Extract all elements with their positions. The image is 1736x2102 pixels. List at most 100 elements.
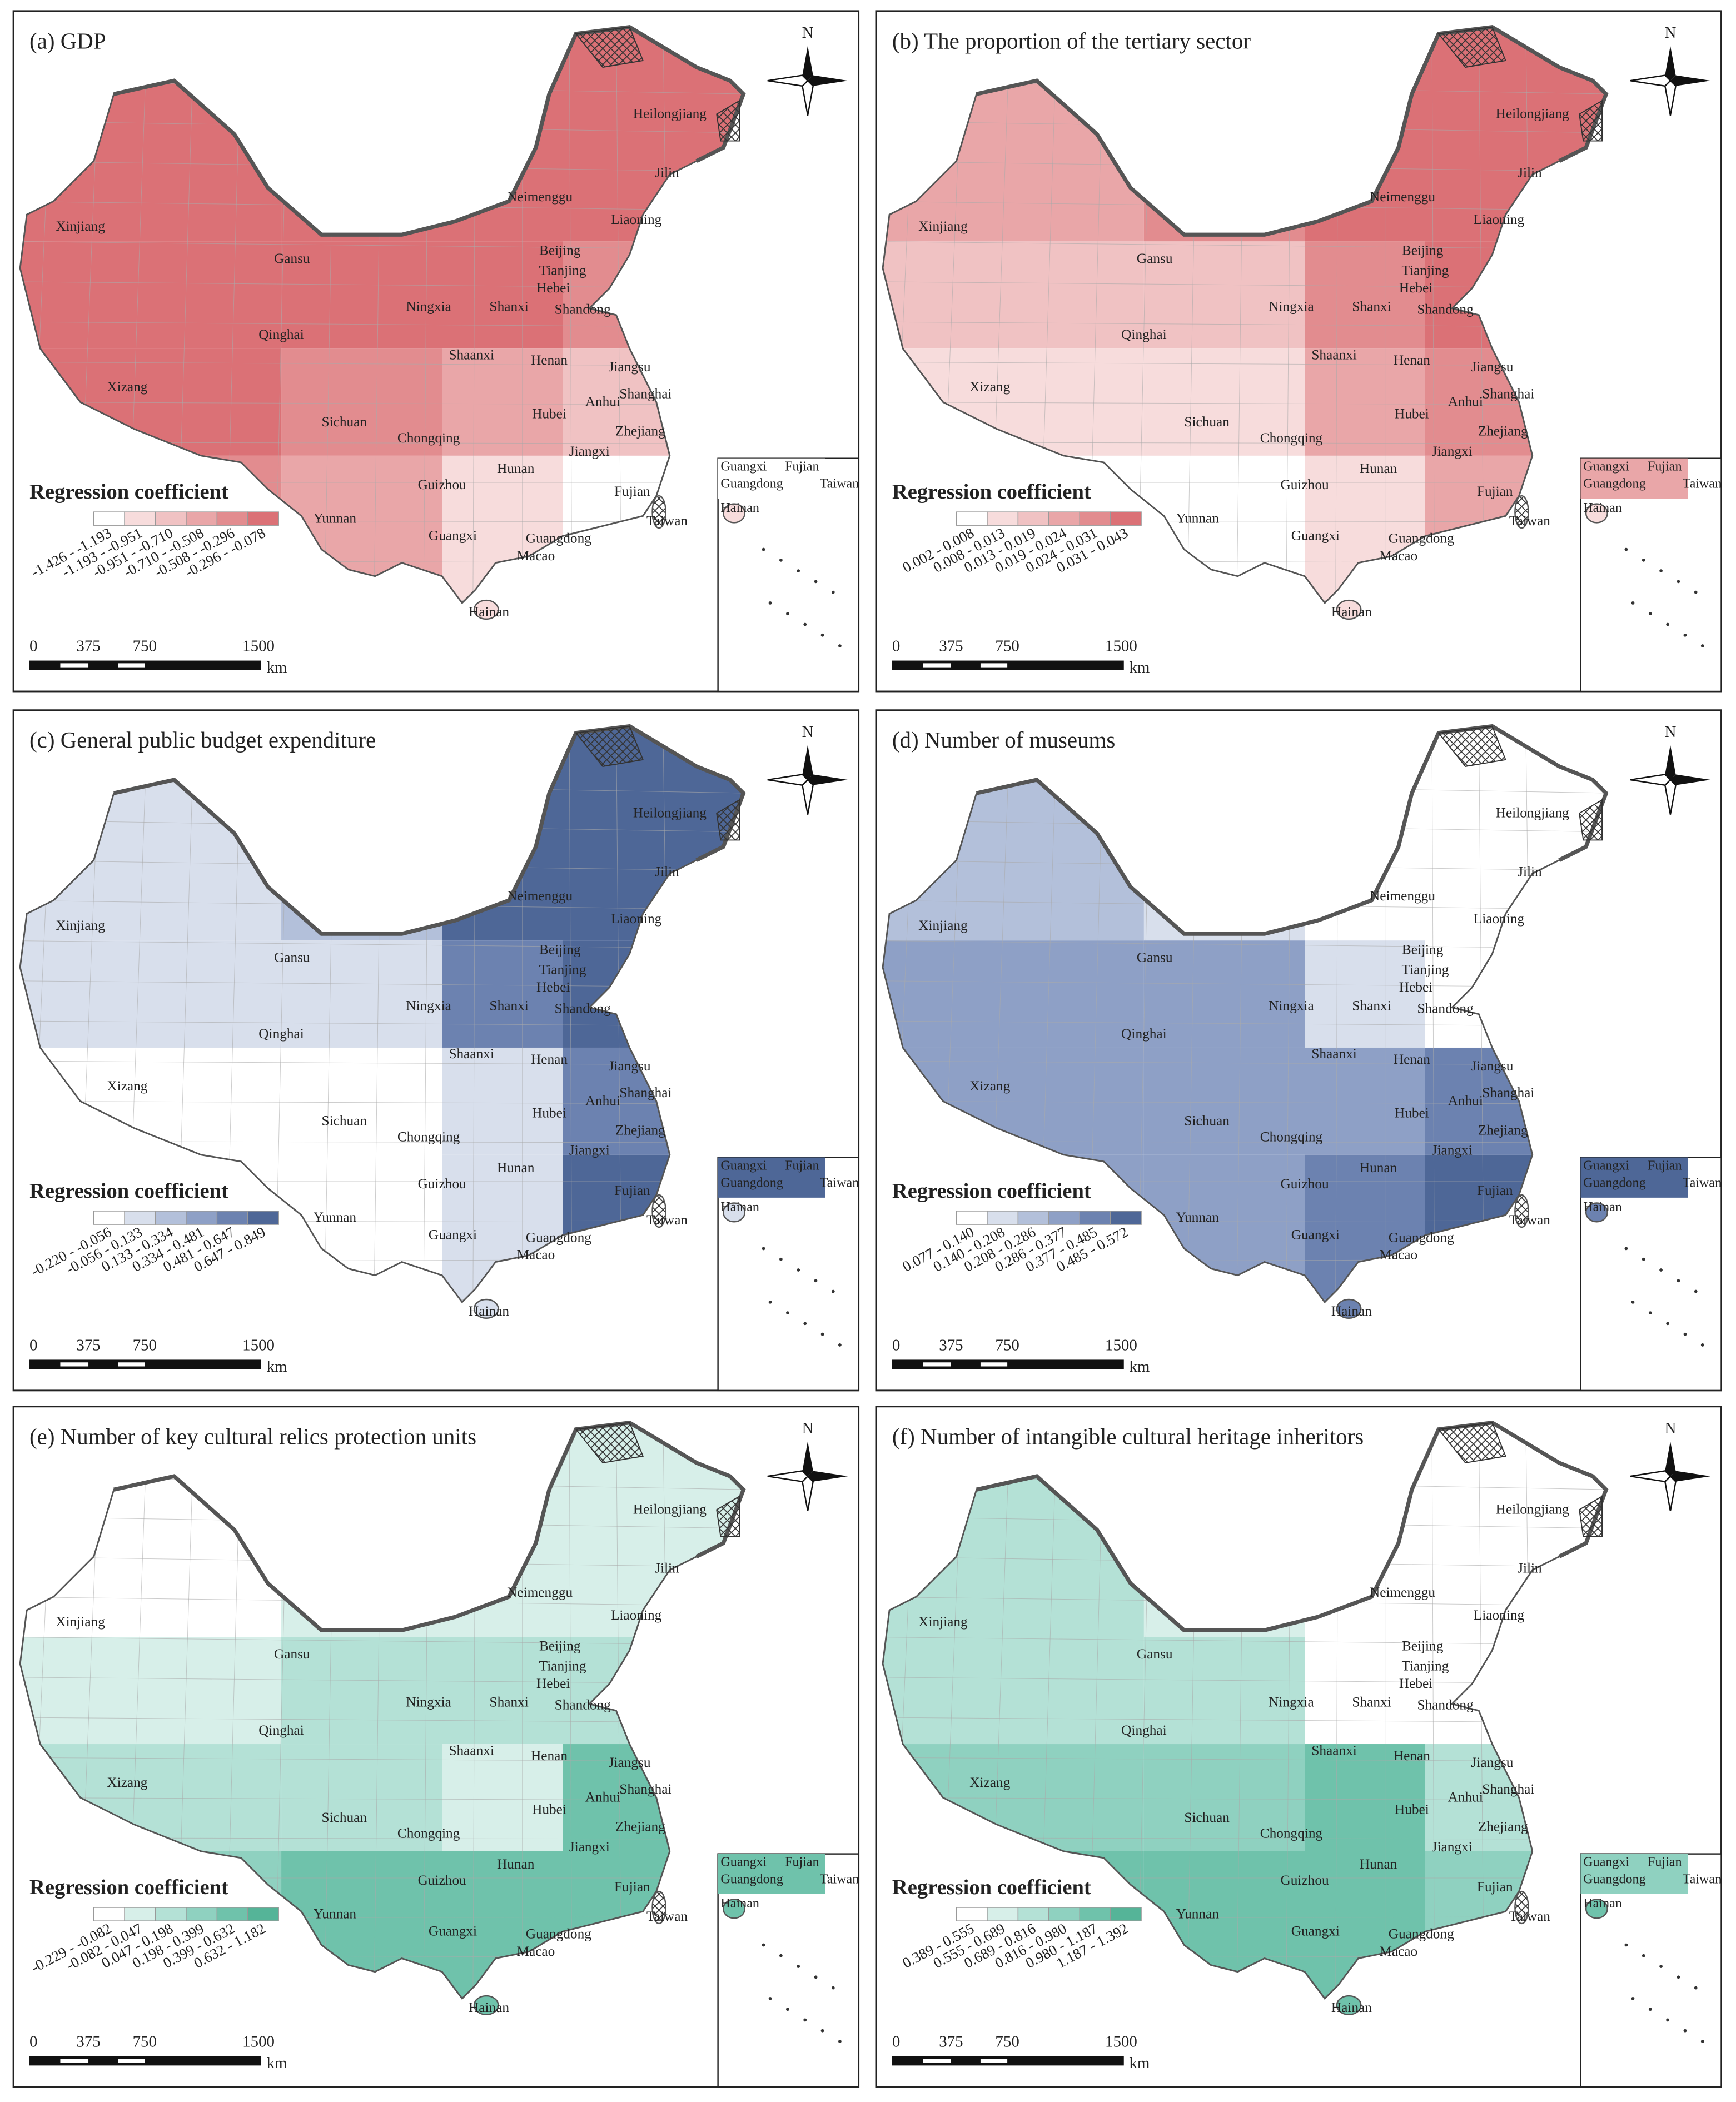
inset-island bbox=[1666, 622, 1669, 626]
map-panel: Heilongjiang Jilin Liaoning Neimenggu Xinjia… bbox=[12, 1406, 860, 2088]
legend-swatch bbox=[155, 1211, 187, 1225]
scale-bar-seg bbox=[60, 2059, 89, 2063]
province-label: Xizang bbox=[107, 379, 147, 395]
inset-island bbox=[820, 2029, 824, 2033]
legend-title: Regression coefficient bbox=[29, 480, 228, 504]
inset-island bbox=[1631, 1996, 1635, 2000]
region bbox=[1305, 241, 1425, 349]
inset-island bbox=[1659, 1268, 1663, 1272]
province-label: Anhui bbox=[585, 394, 620, 410]
inset-land bbox=[1580, 1854, 1688, 1894]
province-label: Xizang bbox=[969, 379, 1010, 395]
inset-island bbox=[1683, 2029, 1687, 2033]
province-label: Yunnan bbox=[1176, 510, 1220, 526]
inset-label: Fujian bbox=[785, 1158, 819, 1173]
province-label: Beijing bbox=[1402, 242, 1444, 258]
legend-swatch bbox=[93, 1907, 125, 1921]
hainan bbox=[473, 599, 499, 620]
north-label: N bbox=[802, 723, 814, 741]
legend-swatch bbox=[1110, 1211, 1142, 1225]
panel-title: (e) Number of key cultural relics protec… bbox=[29, 1423, 476, 1449]
north-arrow bbox=[1665, 745, 1676, 780]
province-label: Guizhou bbox=[1281, 1176, 1329, 1192]
inset-label: Guangxi bbox=[1583, 1158, 1629, 1173]
legend-swatch bbox=[216, 511, 248, 526]
boundary bbox=[1431, 726, 1435, 1302]
map-panel: Heilongjiang Jilin Liaoning Neimenggu Xinjia… bbox=[875, 1406, 1722, 2088]
province-label: Beijing bbox=[539, 942, 581, 957]
province-label: Jilin bbox=[655, 1561, 679, 1576]
map-panel: Heilongjiang Jilin Liaoning Neimenggu Xinjia… bbox=[875, 10, 1722, 693]
border-north bbox=[113, 724, 746, 936]
inset-hainan bbox=[723, 1899, 746, 1919]
province-label: Qinghai bbox=[1121, 1722, 1167, 1738]
inset-island bbox=[814, 1279, 818, 1283]
inset-land bbox=[718, 1854, 825, 1894]
north-arrow bbox=[1670, 774, 1711, 785]
inset-island bbox=[1666, 1322, 1669, 1326]
province-label: Xinjiang bbox=[56, 1614, 105, 1630]
scale-label: 375 bbox=[939, 637, 963, 655]
province-label: Heilongjiang bbox=[1496, 805, 1569, 821]
taiwan bbox=[651, 1194, 666, 1228]
scale-label: 375 bbox=[939, 2033, 963, 2051]
province-label: Guangxi bbox=[1291, 528, 1340, 544]
inset-hainan bbox=[1585, 503, 1608, 524]
province-label: Jiangxi bbox=[1432, 1143, 1473, 1158]
province-label: Tianjing bbox=[1402, 1658, 1449, 1673]
legend-swatch bbox=[93, 1211, 125, 1225]
border-north bbox=[976, 724, 1609, 936]
province-label: Beijing bbox=[1402, 942, 1444, 957]
legend-swatch bbox=[956, 1907, 988, 1921]
province-label: Ningxia bbox=[1269, 299, 1314, 315]
region bbox=[883, 1637, 1144, 1745]
inset-hainan bbox=[723, 503, 746, 524]
panel-title: (d) Number of museums bbox=[892, 727, 1116, 753]
province-label: Shandong bbox=[1417, 301, 1474, 317]
province-label: Shanxi bbox=[1352, 299, 1391, 315]
inset-island bbox=[820, 1332, 824, 1336]
region bbox=[442, 1047, 563, 1155]
province-label: Guangdong bbox=[1389, 531, 1454, 546]
province-label: Henan bbox=[531, 1748, 568, 1764]
hatched-area bbox=[1579, 99, 1603, 142]
province-label: Hebei bbox=[536, 280, 570, 296]
province-label: Shanxi bbox=[1352, 998, 1391, 1014]
boundary bbox=[569, 1422, 573, 1999]
scale-label: 750 bbox=[133, 2033, 157, 2051]
inset-label: Guangdong bbox=[720, 1176, 783, 1191]
inset-label: Guangxi bbox=[720, 1855, 767, 1869]
province-label: Shaanxi bbox=[1311, 1742, 1356, 1758]
inset-island bbox=[1677, 580, 1680, 584]
inset-hainan bbox=[1585, 1202, 1608, 1223]
legend-swatch bbox=[247, 1211, 279, 1225]
inset-label: Hainan bbox=[720, 501, 759, 515]
scale-label: 375 bbox=[76, 2033, 100, 2051]
province-label: Chongqing bbox=[397, 430, 460, 446]
province-label: Zhejiang bbox=[1478, 1819, 1528, 1835]
inset-island bbox=[1659, 1965, 1663, 1968]
province-label: Heilongjiang bbox=[633, 106, 707, 122]
province-label: Yunnan bbox=[314, 510, 357, 526]
province-label: Shandong bbox=[1417, 1000, 1474, 1016]
inset-island bbox=[1694, 590, 1698, 594]
boundary bbox=[883, 1100, 1606, 1104]
scale-unit: km bbox=[1129, 659, 1150, 676]
hatched-area bbox=[716, 799, 740, 841]
province-label: Guangxi bbox=[1291, 1924, 1340, 1939]
inset-label: Taiwan bbox=[820, 1872, 859, 1887]
scale-label: 1500 bbox=[242, 637, 275, 655]
inset-label: Fujian bbox=[785, 1855, 819, 1869]
inset-label: Hainan bbox=[720, 1896, 759, 1911]
province-label: Liaoning bbox=[611, 911, 662, 927]
region bbox=[1143, 241, 1305, 349]
scale-bar-seg bbox=[118, 663, 145, 668]
north-arrow bbox=[1670, 1471, 1711, 1482]
scale-bar-seg bbox=[923, 1362, 951, 1367]
hainan bbox=[1336, 599, 1362, 620]
province-label: Hebei bbox=[1399, 280, 1432, 296]
region bbox=[20, 1637, 282, 1745]
inset-land bbox=[1580, 458, 1688, 499]
boundary bbox=[883, 1797, 1606, 1801]
